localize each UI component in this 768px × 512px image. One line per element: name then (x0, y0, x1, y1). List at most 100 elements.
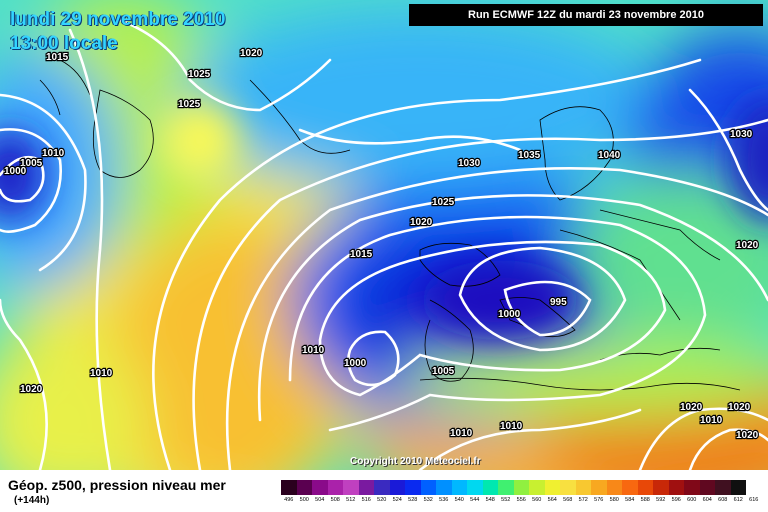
scale-tick-label: 596 (671, 497, 681, 503)
scale-swatch (451, 480, 467, 495)
scale-tick-label: 500 (299, 497, 309, 503)
pressure-label: 1010 (302, 345, 325, 356)
field-title: Géop. z500, pression niveau mer (8, 477, 226, 493)
scale-step: 552 (498, 480, 514, 503)
scale-step: 596 (668, 480, 684, 503)
scale-swatch (358, 480, 374, 495)
pressure-label: 1000 (498, 309, 521, 320)
scale-tick-label: 544 (470, 497, 480, 503)
scale-step: 616 (746, 480, 762, 503)
pressure-label: 1010 (90, 368, 113, 379)
pressure-label: 1020 (240, 48, 263, 59)
scale-step: 520 (374, 480, 390, 503)
legend-footer: Géop. z500, pression niveau mer (+144h) … (0, 470, 768, 512)
coastlines (39, 59, 741, 391)
scale-swatch (420, 480, 436, 495)
scale-swatch (374, 480, 390, 495)
pressure-label: 1020 (736, 240, 759, 251)
scale-tick-label: 508 (330, 497, 340, 503)
scale-swatch (529, 480, 545, 495)
forecast-local-time: 13:00 locale (10, 33, 118, 54)
scale-swatch (668, 480, 684, 495)
scale-tick-label: 524 (392, 497, 402, 503)
scale-swatch (715, 480, 731, 495)
pressure-label: 1015 (46, 52, 69, 63)
scale-swatch (684, 480, 700, 495)
scale-tick-label: 516 (361, 497, 371, 503)
pressure-label: 1005 (20, 158, 43, 169)
pressure-label: 1010 (500, 421, 523, 432)
copyright-notice: Copyright 2010 Meteociel.fr (350, 456, 481, 467)
scale-tick-label: 536 (439, 497, 449, 503)
scale-step: 540 (451, 480, 467, 503)
scale-step: 564 (544, 480, 560, 503)
scale-swatch (653, 480, 669, 495)
scale-tick-label: 576 (594, 497, 604, 503)
scale-swatch (544, 480, 560, 495)
scale-tick-label: 584 (625, 497, 635, 503)
scale-step: 568 (560, 480, 576, 503)
scale-swatch (482, 480, 498, 495)
scale-tick-label: 616 (749, 497, 759, 503)
pressure-label: 1000 (4, 166, 27, 177)
scale-step: 604 (699, 480, 715, 503)
scale-swatch (296, 480, 312, 495)
scale-tick-label: 564 (547, 497, 557, 503)
scale-step: 612 (730, 480, 746, 503)
pressure-label: 1020 (728, 402, 751, 413)
scale-swatch (513, 480, 529, 495)
model-run-label: Run ECMWF 12Z du mardi 23 novembre 2010 (409, 4, 763, 26)
scale-swatch (467, 480, 483, 495)
scale-step: 528 (405, 480, 421, 503)
pressure-label: 1020 (736, 430, 759, 441)
scale-tick-label: 560 (532, 497, 542, 503)
geopotential-field (0, 0, 768, 470)
pressure-label: 1020 (410, 217, 433, 228)
pressure-label: 1035 (518, 150, 541, 161)
lead-time: (+144h) (14, 495, 50, 506)
pressure-label: 1030 (458, 158, 481, 169)
scale-swatch (405, 480, 421, 495)
scale-tick-label: 520 (377, 497, 387, 503)
scale-step: 576 (591, 480, 607, 503)
scale-tick-label: 568 (563, 497, 573, 503)
scale-step: 536 (436, 480, 452, 503)
pressure-label: 1000 (344, 358, 367, 369)
scale-tick-label: 592 (656, 497, 666, 503)
scale-tick-label: 600 (687, 497, 697, 503)
scale-tick-label: 556 (516, 497, 526, 503)
pressure-label: 1020 (680, 402, 703, 413)
scale-step: 608 (715, 480, 731, 503)
scale-step: 496 (281, 480, 297, 503)
scale-swatch (606, 480, 622, 495)
scale-swatch (699, 480, 715, 495)
scale-swatch (389, 480, 405, 495)
scale-step: 544 (467, 480, 483, 503)
scale-swatch (327, 480, 343, 495)
scale-step: 592 (653, 480, 669, 503)
scale-swatch (560, 480, 576, 495)
scale-step: 560 (529, 480, 545, 503)
pressure-label: 995 (550, 297, 567, 308)
scale-swatch (575, 480, 591, 495)
pressure-label: 1020 (20, 384, 43, 395)
scale-step: 556 (513, 480, 529, 503)
scale-swatch (281, 480, 297, 495)
scale-swatch (343, 480, 359, 495)
pressure-label: 1025 (432, 197, 455, 208)
scale-step: 532 (420, 480, 436, 503)
scale-step: 524 (389, 480, 405, 503)
weather-map: 1015 1010 1005 1000 1020 1025 1025 1030 … (0, 0, 768, 470)
forecast-date: lundi 29 novembre 2010 (10, 9, 226, 30)
scale-tick-label: 588 (640, 497, 650, 503)
scale-step: 504 (312, 480, 328, 503)
pressure-labels: 1015 1010 1005 1000 1020 1025 1025 1030 … (3, 47, 760, 442)
scale-step: 572 (575, 480, 591, 503)
isobars (0, 18, 768, 470)
scale-tick-label: 512 (346, 497, 356, 503)
scale-step: 508 (327, 480, 343, 503)
scale-tick-label: 540 (454, 497, 464, 503)
scale-tick-label: 552 (501, 497, 511, 503)
scale-swatch (312, 480, 328, 495)
pressure-label: 1025 (178, 99, 201, 110)
